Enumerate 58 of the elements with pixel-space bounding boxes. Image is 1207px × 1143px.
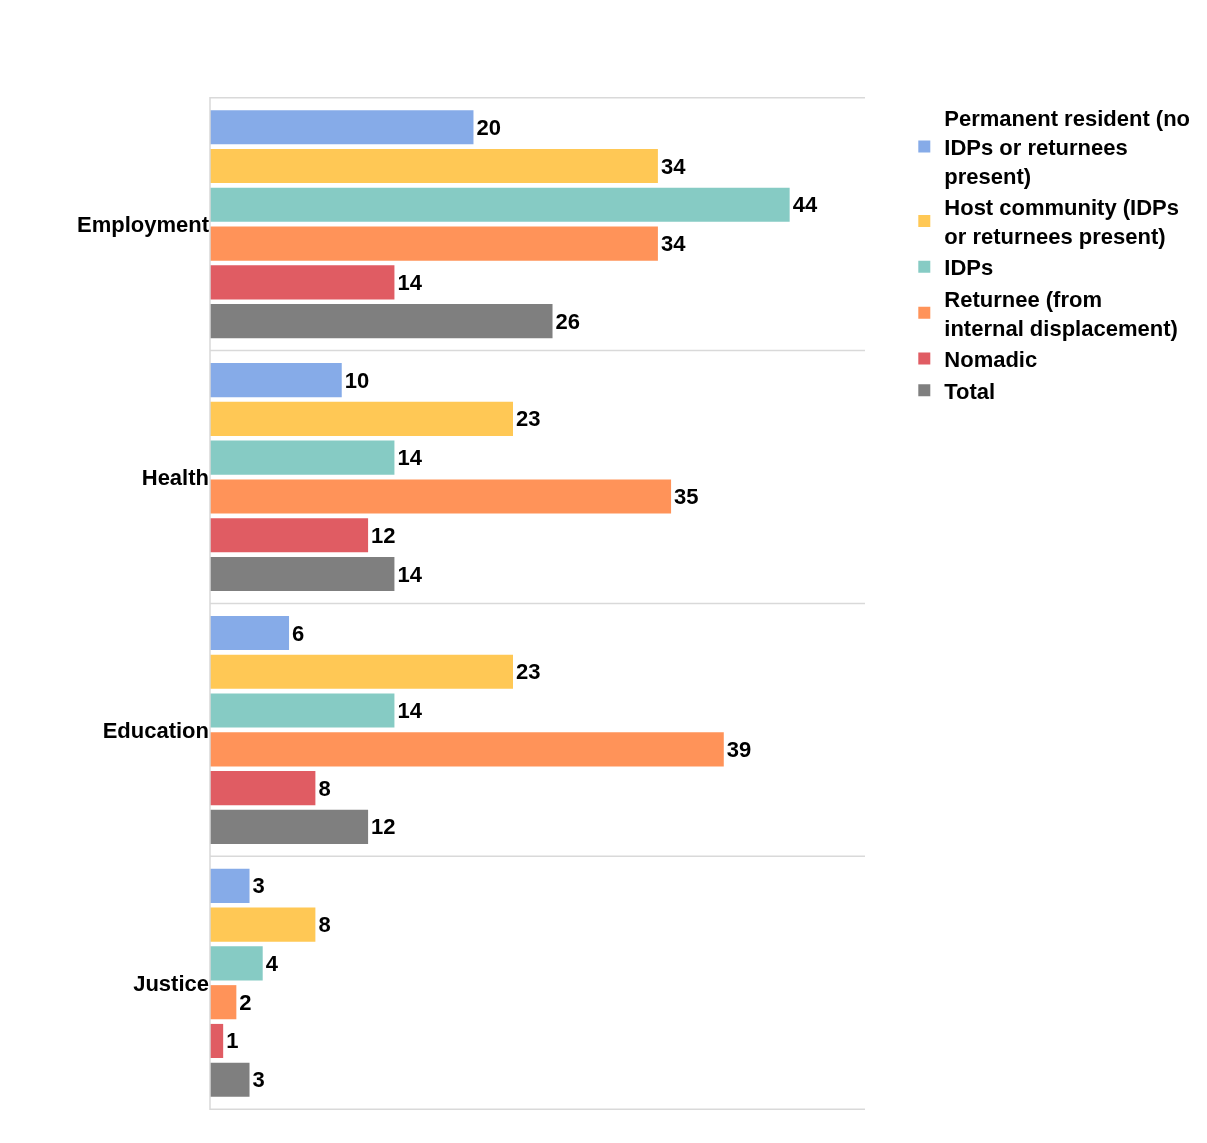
data-label: 3 (252, 1067, 265, 1093)
legend-label: Nomadic (944, 347, 1038, 373)
y-tick-label: Justice (133, 970, 209, 996)
data-label: 2 (239, 989, 252, 1015)
bar (210, 693, 395, 728)
bar (210, 732, 724, 767)
data-label: 44 (792, 192, 818, 218)
legend-label: Host community (IDPs or returnees present) (944, 195, 1179, 249)
data-label: 4 (265, 950, 279, 976)
bar (210, 615, 290, 651)
data-label: 6 (292, 620, 305, 646)
y-tick-label: Employment (76, 211, 210, 237)
bar (210, 518, 369, 553)
data-label: 8 (318, 912, 331, 938)
bar (210, 654, 513, 689)
bar (210, 479, 672, 514)
data-label: 14 (397, 269, 423, 295)
bar (210, 187, 790, 222)
data-label: 3 (252, 873, 265, 899)
data-label: 8 (318, 775, 331, 801)
legend-label: Total (944, 378, 996, 404)
legend-label: IDPs (944, 255, 994, 281)
bar (210, 265, 395, 300)
data-label: 35 (674, 483, 699, 509)
y-tick-label: Health (141, 464, 209, 490)
bar (210, 946, 263, 981)
bar (210, 1023, 224, 1059)
bar (210, 440, 395, 475)
data-label: 39 (726, 736, 752, 762)
bar (210, 556, 395, 592)
bar (210, 363, 342, 398)
legend-label: Permanent resident (no IDPs or returnees present) (944, 106, 1191, 189)
bar (210, 907, 316, 942)
data-label: 26 (555, 308, 580, 334)
data-label: 23 (516, 406, 541, 432)
bar (210, 226, 658, 261)
data-label: 34 (660, 153, 687, 179)
legend-label: Returnee (from internal displacement) (944, 286, 1178, 341)
bar (210, 809, 369, 844)
data-label: 14 (397, 445, 423, 471)
bar (210, 985, 237, 1020)
data-label: 23 (516, 659, 541, 685)
data-label: 1 (226, 1028, 239, 1054)
bar (210, 771, 316, 806)
data-label: 14 (397, 561, 423, 587)
data-label: 10 (344, 367, 370, 393)
bar (210, 868, 250, 903)
data-label: 14 (397, 698, 423, 724)
bar (210, 304, 553, 339)
y-tick-label: Education (102, 717, 209, 743)
bar (210, 148, 658, 184)
bar (210, 401, 513, 436)
data-label: 12 (371, 522, 396, 548)
data-label: 12 (371, 814, 396, 840)
data-label: 20 (476, 114, 501, 140)
data-label: 34 (660, 231, 687, 257)
bar (210, 110, 474, 145)
bar (210, 1062, 250, 1097)
